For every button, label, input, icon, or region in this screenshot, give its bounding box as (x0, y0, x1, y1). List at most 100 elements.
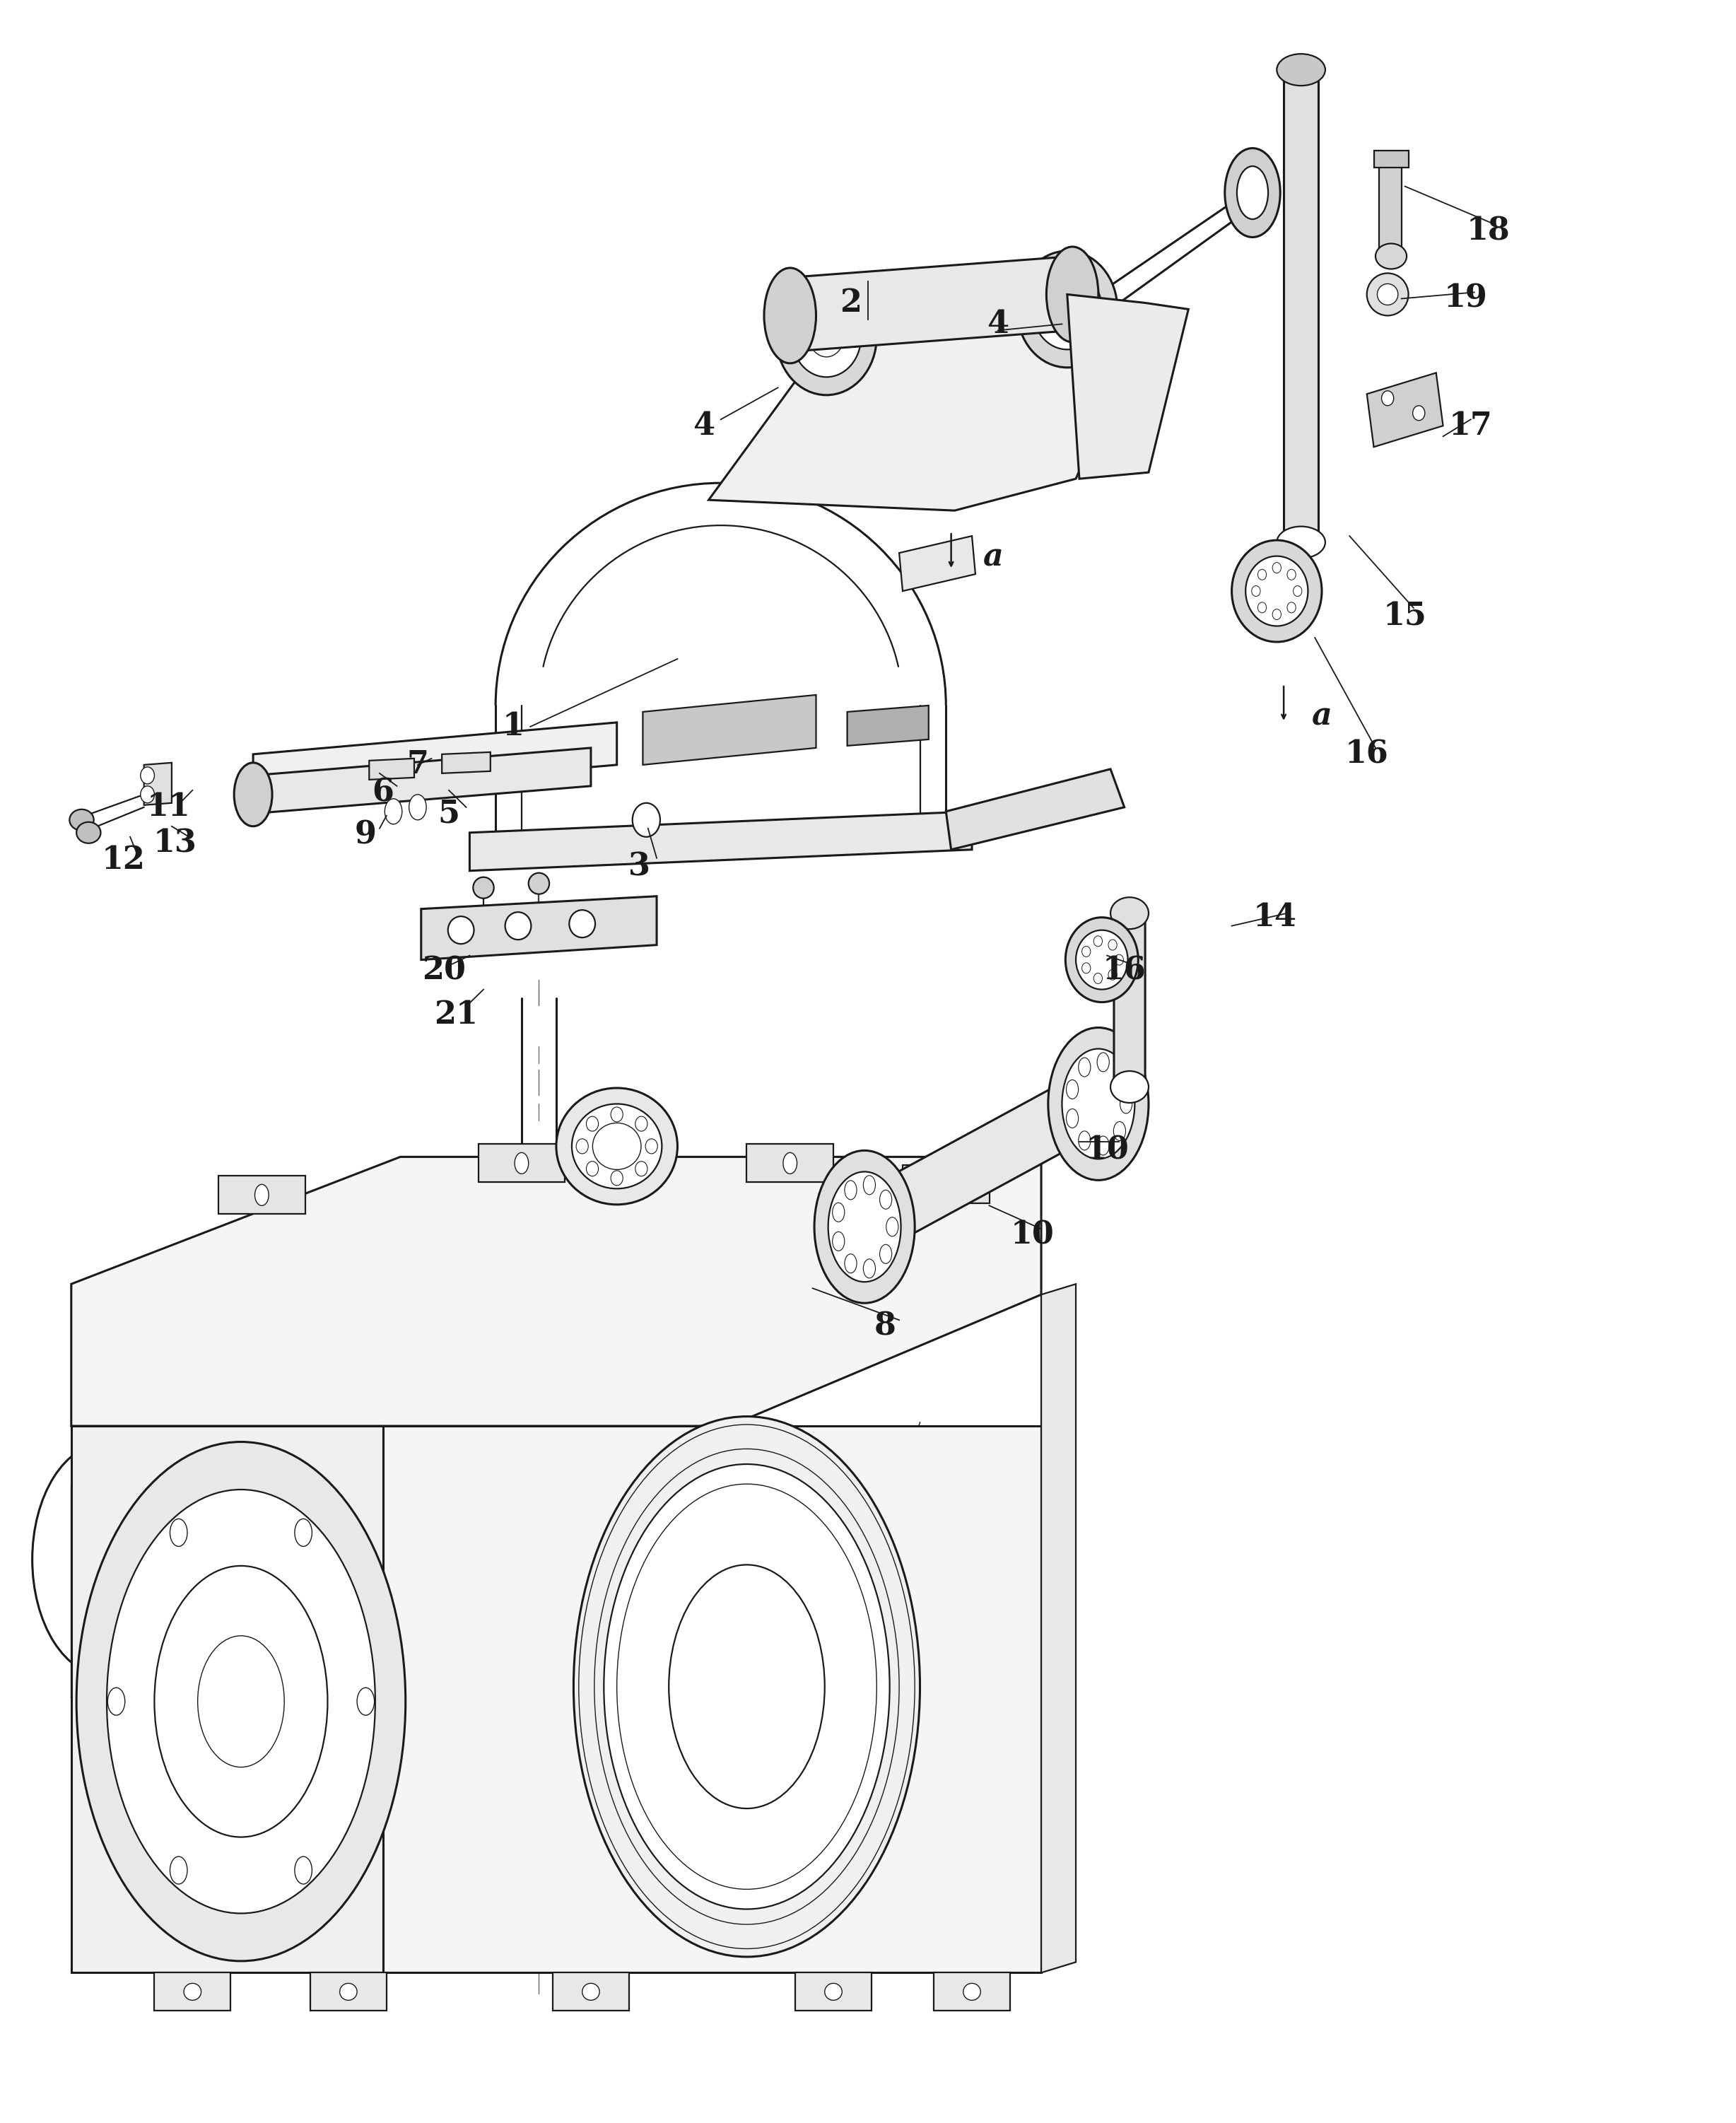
Ellipse shape (825, 1983, 842, 2000)
Polygon shape (155, 1972, 231, 2010)
Ellipse shape (1066, 1108, 1078, 1127)
Polygon shape (384, 1427, 1042, 1972)
Ellipse shape (1276, 53, 1325, 85)
Ellipse shape (556, 1087, 677, 1204)
Polygon shape (71, 1427, 384, 1972)
Ellipse shape (635, 1117, 648, 1132)
Ellipse shape (514, 1153, 528, 1174)
Ellipse shape (1272, 609, 1281, 620)
Text: 3: 3 (628, 851, 651, 881)
Ellipse shape (76, 1442, 406, 1962)
Ellipse shape (576, 1138, 589, 1153)
Polygon shape (1366, 374, 1443, 448)
Polygon shape (859, 1066, 1094, 1263)
Text: 10: 10 (1085, 1136, 1128, 1166)
Ellipse shape (1094, 972, 1102, 983)
Ellipse shape (863, 1176, 875, 1195)
Polygon shape (370, 758, 415, 779)
Polygon shape (1283, 70, 1318, 541)
Ellipse shape (1094, 936, 1102, 947)
Ellipse shape (1066, 917, 1139, 1002)
Polygon shape (311, 1972, 387, 2010)
Polygon shape (790, 257, 1073, 352)
Text: 1: 1 (502, 711, 524, 741)
Ellipse shape (880, 1191, 892, 1210)
Text: 4: 4 (693, 410, 715, 442)
Ellipse shape (1062, 1049, 1135, 1159)
Ellipse shape (108, 1688, 125, 1715)
Text: 5: 5 (437, 798, 460, 828)
Polygon shape (422, 896, 656, 960)
Polygon shape (847, 705, 929, 745)
Ellipse shape (1113, 1068, 1125, 1087)
Ellipse shape (184, 1983, 201, 2000)
Ellipse shape (1078, 1057, 1090, 1076)
Ellipse shape (833, 1231, 844, 1250)
Ellipse shape (1377, 284, 1397, 306)
Ellipse shape (1108, 970, 1116, 981)
Text: 16: 16 (1102, 955, 1146, 985)
Polygon shape (1068, 295, 1189, 480)
Ellipse shape (410, 794, 427, 819)
Text: 4: 4 (986, 308, 1009, 340)
Polygon shape (903, 1166, 990, 1204)
Ellipse shape (69, 809, 94, 830)
Ellipse shape (1049, 1028, 1149, 1180)
Ellipse shape (939, 1174, 953, 1195)
Polygon shape (552, 1972, 628, 2010)
Ellipse shape (528, 873, 549, 894)
Polygon shape (470, 811, 972, 870)
Polygon shape (144, 762, 172, 805)
Ellipse shape (1233, 539, 1321, 641)
Text: 13: 13 (153, 828, 198, 858)
Ellipse shape (505, 913, 531, 940)
Ellipse shape (885, 1216, 898, 1236)
Text: a: a (983, 541, 1003, 573)
Ellipse shape (1293, 586, 1302, 597)
Ellipse shape (474, 877, 493, 898)
Ellipse shape (1082, 962, 1090, 972)
Ellipse shape (1078, 1132, 1090, 1151)
Ellipse shape (592, 1123, 641, 1170)
Text: 20: 20 (422, 955, 465, 985)
Ellipse shape (198, 1635, 285, 1766)
Ellipse shape (764, 267, 816, 363)
Ellipse shape (569, 911, 595, 938)
Ellipse shape (1246, 556, 1307, 626)
Ellipse shape (1115, 955, 1123, 966)
Ellipse shape (1050, 289, 1085, 329)
Ellipse shape (295, 1856, 312, 1883)
Ellipse shape (604, 1465, 889, 1909)
Polygon shape (253, 722, 616, 796)
Text: 15: 15 (1384, 601, 1427, 633)
Ellipse shape (1097, 1136, 1109, 1155)
Ellipse shape (611, 1170, 623, 1185)
Text: 10: 10 (1010, 1221, 1054, 1250)
Ellipse shape (295, 1518, 312, 1546)
Ellipse shape (1286, 569, 1295, 580)
Text: 8: 8 (875, 1312, 896, 1342)
Text: 17: 17 (1450, 410, 1493, 442)
Ellipse shape (635, 1161, 648, 1176)
Polygon shape (899, 535, 976, 590)
Ellipse shape (170, 1856, 187, 1883)
Ellipse shape (1097, 1053, 1109, 1072)
Ellipse shape (783, 1153, 797, 1174)
Ellipse shape (845, 1255, 858, 1274)
Ellipse shape (1076, 930, 1128, 989)
Ellipse shape (825, 1168, 894, 1284)
Ellipse shape (833, 1204, 844, 1223)
Ellipse shape (1413, 405, 1425, 420)
Ellipse shape (587, 1161, 599, 1176)
Ellipse shape (792, 297, 861, 378)
Ellipse shape (1366, 274, 1408, 316)
Ellipse shape (155, 1567, 328, 1836)
Polygon shape (443, 752, 490, 773)
Ellipse shape (646, 1138, 658, 1153)
Ellipse shape (828, 1172, 901, 1282)
Text: 9: 9 (354, 819, 377, 849)
Ellipse shape (1382, 391, 1394, 405)
Text: 21: 21 (434, 1000, 477, 1030)
Ellipse shape (863, 1259, 875, 1278)
Polygon shape (71, 1157, 1042, 1427)
